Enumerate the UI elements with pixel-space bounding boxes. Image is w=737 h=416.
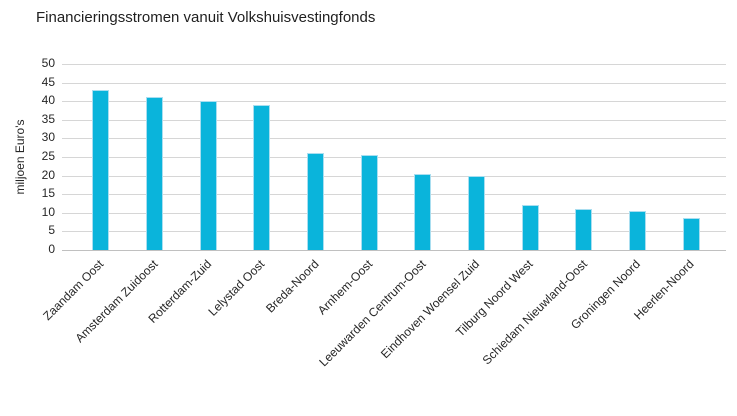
gridline-20 <box>62 175 726 177</box>
x-tick-label-lelystad-oost: Lelystad Oost <box>205 257 268 319</box>
bar-lelystad-oost <box>253 104 271 250</box>
bar-heerlen-noord <box>682 218 700 250</box>
x-tick-label-eindhoven-woensel-zuid: Eindhoven Woensel Zuid <box>378 257 483 362</box>
gridline-50 <box>62 64 726 65</box>
y-tick-label-5: 5 <box>48 223 55 238</box>
bar-zaandam-oost <box>92 90 110 250</box>
bar-groningen-noord <box>629 210 646 250</box>
y-tick-label-0: 0 <box>48 242 55 256</box>
x-tick-label-schiedam-nieuwland-oost: Schiedam Nieuwland-Oost <box>479 257 590 368</box>
gridline-35 <box>62 119 726 121</box>
bar-leeuwarden-centrum-oost <box>414 173 432 250</box>
y-tick-label-45: 45 <box>41 74 55 89</box>
y-tick-label-20: 20 <box>41 167 55 182</box>
gridline-0 <box>62 250 726 251</box>
bar-schiedam-nieuwland-oost <box>575 209 593 250</box>
bar-tilburg-noord-west <box>521 205 539 250</box>
chart-title: Financieringsstromen vanuit Volkshuisves… <box>36 9 376 26</box>
y-tick-label-35: 35 <box>41 111 55 126</box>
bar-eindhoven-woensel-zuid <box>468 175 485 250</box>
bar-rotterdam-zuid <box>199 101 217 250</box>
bar-breda-noord <box>307 153 324 250</box>
y-tick-label-50: 50 <box>41 56 55 70</box>
gridline-25 <box>62 157 726 158</box>
y-tick-label-10: 10 <box>41 204 55 219</box>
gridline-30 <box>62 138 726 140</box>
y-tick-label-30: 30 <box>41 130 55 145</box>
gridline-10 <box>62 212 726 214</box>
y-tick-label-40: 40 <box>41 93 55 108</box>
gridline-15 <box>62 194 726 196</box>
gridline-40 <box>62 101 726 103</box>
gridline-45 <box>62 82 726 84</box>
x-tick-label-breda-noord: Breda-Noord <box>262 257 322 316</box>
bar-arnhem-oost <box>360 155 378 250</box>
y-tick-label-15: 15 <box>41 186 55 201</box>
y-tick-label-25: 25 <box>41 149 55 163</box>
bar-amsterdam-zuidoost <box>146 97 163 250</box>
gridline-5 <box>62 231 726 233</box>
x-tick-label-leeuwarden-centrum-oost: Leeuwarden Centrum-Oost <box>316 257 429 370</box>
